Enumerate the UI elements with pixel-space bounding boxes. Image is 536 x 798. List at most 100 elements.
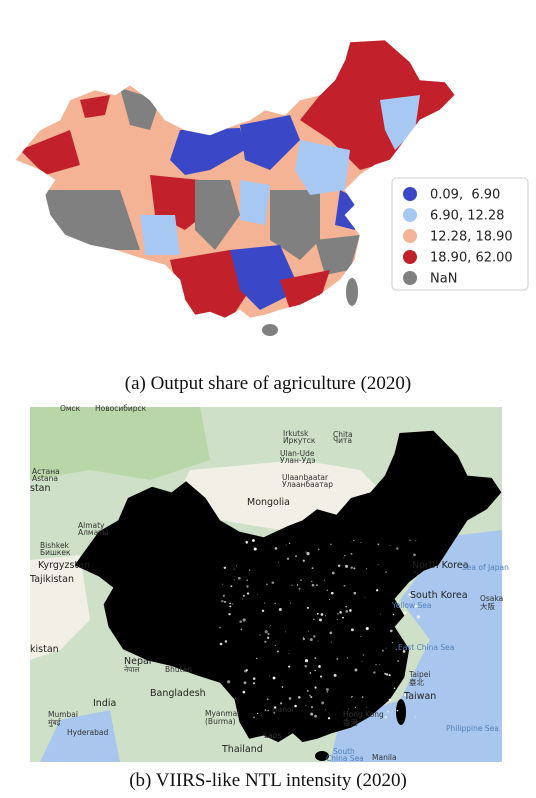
map-label: Новосибирск [95,404,147,413]
light [222,583,224,585]
light [310,705,314,709]
light [362,654,365,656]
light [228,613,231,616]
light [397,660,399,662]
light [387,710,389,713]
map-label: Hong Kong [343,710,384,719]
light [219,626,221,629]
legend-box [391,177,529,291]
light [223,566,227,570]
light [302,559,305,562]
light [252,682,256,685]
light [409,539,411,542]
light [329,631,333,635]
light [233,568,235,570]
light [409,675,411,677]
light [271,581,275,584]
map-label: Улаанбаатар [282,480,333,489]
light [333,673,337,677]
light [410,597,412,600]
light [350,628,354,632]
light [361,660,363,662]
light [278,719,280,721]
map-label: Hyderabad [67,728,108,737]
light [392,613,395,616]
light [245,669,248,672]
light [331,571,335,575]
light [267,710,269,712]
map-label: Taipei [408,670,430,679]
map-label: Laos [264,731,281,740]
light [249,569,251,571]
map-label: (Burma) [205,717,236,726]
map-label: Osaka [480,594,503,603]
light [240,628,243,631]
legend: 0.09, 6.90 6.90, 12.28 12.28, 18.90 18.90, … [391,177,529,291]
light [285,544,287,546]
legend-swatch [403,271,417,285]
light [393,687,396,690]
light [235,698,236,700]
light [378,664,380,666]
light [266,698,269,701]
light [342,616,344,619]
light [309,638,313,642]
map-label: Nepal [124,656,151,667]
light [288,653,290,654]
caption: (b) VIIRS-like NTL intensity (2020) [129,770,407,791]
light [253,547,257,551]
light [343,557,345,559]
light [388,674,391,677]
light [327,717,331,720]
light [237,576,241,580]
light [308,630,310,632]
light [266,636,270,640]
light [316,584,318,586]
light [270,624,272,626]
light [302,637,306,641]
legend-swatch [403,208,417,222]
ntl-map [30,407,502,762]
light [239,620,242,623]
light [299,590,300,592]
map-label: East China Sea [398,643,454,652]
light [350,552,353,555]
light [318,665,321,668]
light [366,568,368,570]
light [306,552,310,556]
light [229,605,232,608]
light [222,594,225,597]
light [411,632,413,633]
light [288,542,291,544]
light [326,688,329,691]
light [316,612,319,615]
light [229,602,231,605]
light [309,672,312,674]
light [227,680,231,684]
light [280,702,283,705]
light [243,681,247,685]
light [296,584,299,586]
light [246,585,249,588]
light [319,675,323,678]
light [361,696,364,698]
light [353,567,356,570]
light [294,704,297,708]
light [311,567,314,570]
map-label: India [93,698,116,709]
map-label: Алматы [78,528,109,537]
light [377,564,379,566]
map-label: Hanoi [272,705,294,714]
light [411,648,414,651]
light [411,682,415,686]
light [317,640,319,642]
light [266,583,268,586]
light [326,691,328,693]
light [230,585,233,588]
light [252,539,255,542]
map-label: Myanmar [205,709,241,718]
light [267,632,270,635]
light [348,708,350,710]
light [305,705,307,707]
light [291,584,293,586]
